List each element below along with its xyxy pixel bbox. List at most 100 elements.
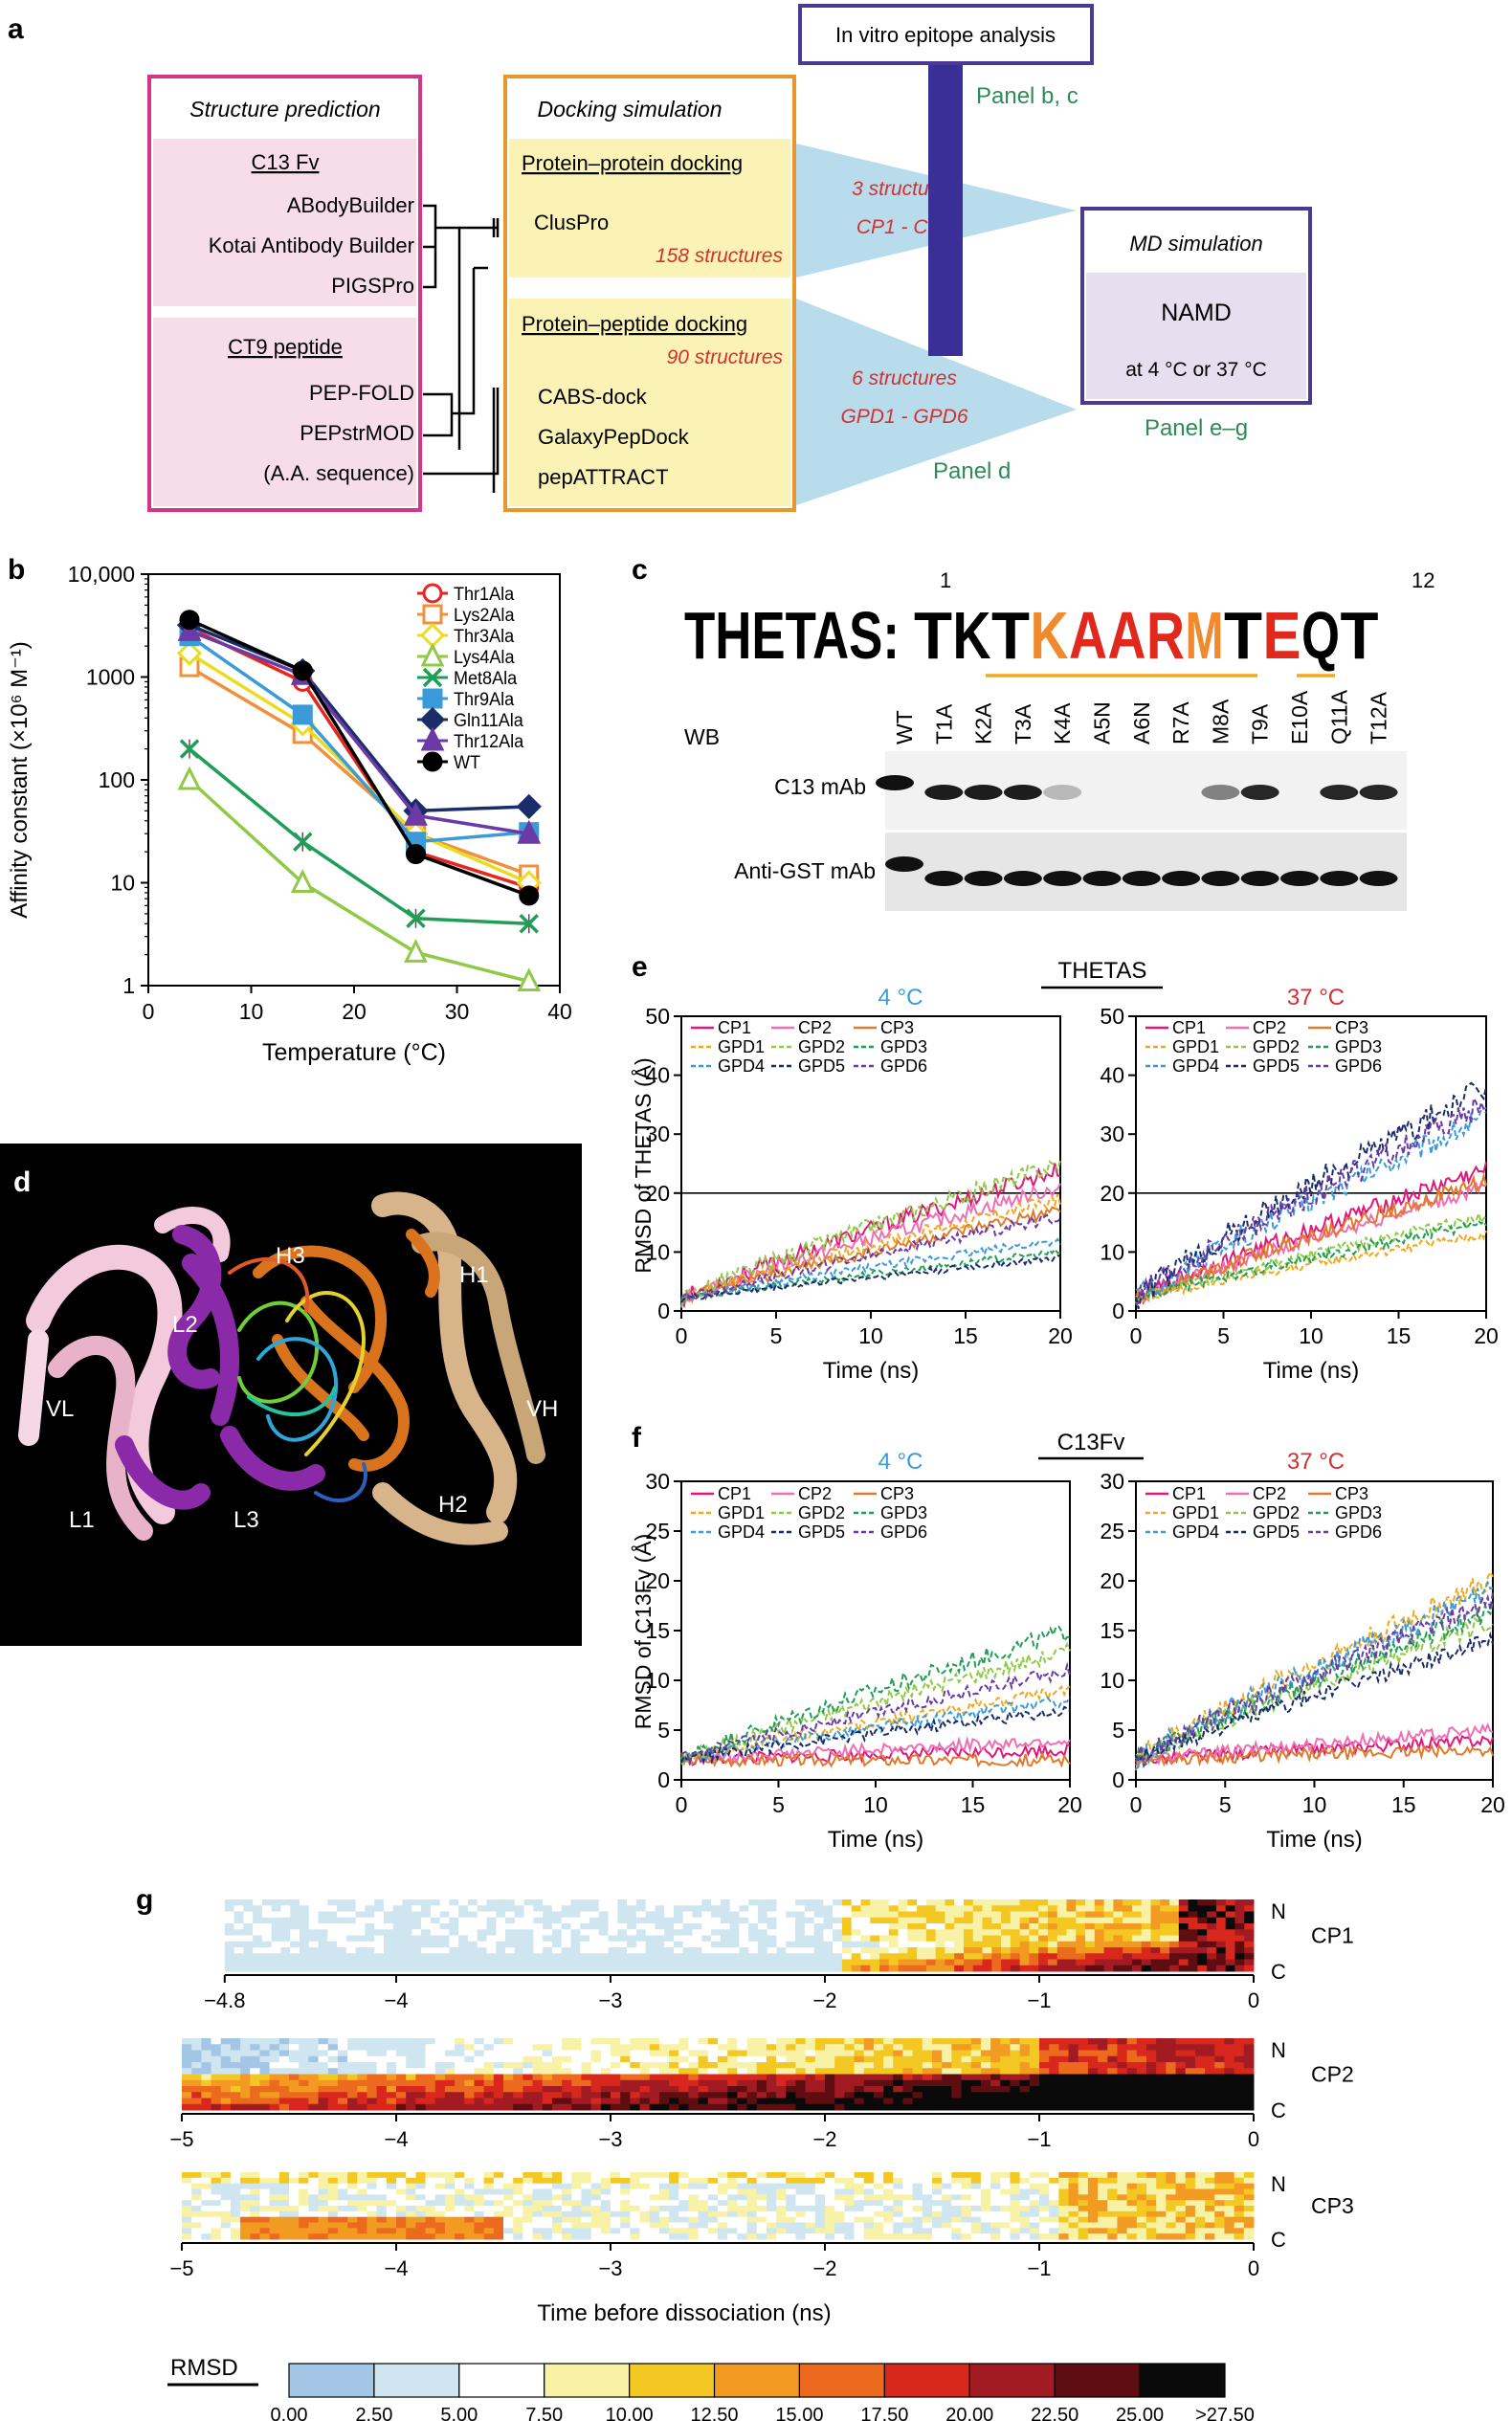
heat-cell xyxy=(917,1911,927,1919)
heat-cell xyxy=(1214,2038,1225,2045)
heat-cell xyxy=(935,1947,945,1954)
heat-cell xyxy=(1029,2068,1040,2075)
heat-cell xyxy=(1185,2074,1196,2081)
heat-cell xyxy=(289,2216,300,2223)
heat-cell xyxy=(805,2183,816,2189)
heat-cell xyxy=(308,2200,320,2207)
heat-cell xyxy=(337,2038,348,2045)
heat-cell xyxy=(698,2074,709,2081)
heat-cell xyxy=(951,2079,963,2087)
heat-cell xyxy=(912,2103,923,2111)
heat-cell xyxy=(870,1923,880,1930)
heat-cell xyxy=(402,1965,412,1972)
heat-cell xyxy=(907,1929,918,1936)
heat-cell xyxy=(990,2222,1001,2229)
heat-cell xyxy=(718,2038,728,2045)
b-point-Met8Ala xyxy=(519,914,539,934)
heat-cell xyxy=(982,1917,992,1924)
heat-cell xyxy=(617,1959,628,1966)
heat-cell xyxy=(1207,1947,1217,1954)
heat-cell xyxy=(425,2074,436,2081)
heat-cell xyxy=(327,2062,339,2069)
heat-cell xyxy=(1117,2044,1128,2051)
heat-cell xyxy=(1103,1965,1114,1972)
heat-cell xyxy=(776,2228,787,2234)
heat-cell xyxy=(439,1905,450,1912)
heat-cell xyxy=(415,2188,427,2195)
heat-cell xyxy=(1166,2098,1177,2105)
heat-cell xyxy=(1178,1965,1190,1972)
heat-cell xyxy=(1107,2079,1118,2087)
heat-cell xyxy=(834,2098,845,2105)
heat-cell xyxy=(444,2200,456,2207)
heat-cell xyxy=(1000,2183,1011,2189)
heat-cell xyxy=(718,2233,728,2240)
heat-cell xyxy=(1094,1959,1105,1966)
heat-cell xyxy=(922,2055,933,2063)
heat-cell xyxy=(191,2228,202,2234)
heat-cell xyxy=(1188,1959,1198,1966)
heat-cell xyxy=(386,2172,397,2179)
heat-cell xyxy=(367,2177,378,2185)
heat-cell xyxy=(392,1935,404,1943)
heat-cell xyxy=(233,1941,244,1948)
legend-label-GPD4: GPD4 xyxy=(1172,1522,1219,1542)
heat-cell xyxy=(182,2074,192,2081)
heat-cell xyxy=(757,1917,768,1924)
heat-cell xyxy=(532,2092,544,2099)
heat-cell xyxy=(645,1917,656,1924)
heat-cell xyxy=(449,1935,459,1943)
heat-cell xyxy=(347,2038,358,2045)
heat-cell xyxy=(1000,2177,1011,2185)
heat-cell xyxy=(562,2074,572,2081)
heat-cell xyxy=(1068,2216,1079,2223)
heat-cell xyxy=(1085,1911,1096,1919)
heat-cell xyxy=(786,2194,796,2201)
heat-cell xyxy=(739,1929,749,1936)
heat-cell xyxy=(464,2183,475,2189)
heat-cell xyxy=(718,2183,728,2189)
heat-cell xyxy=(496,1959,506,1966)
heat-cell xyxy=(1001,1965,1012,1972)
heat-cell xyxy=(707,2098,719,2105)
heat-cell xyxy=(942,2103,952,2111)
heat-cell xyxy=(551,1923,563,1930)
heat-cell xyxy=(688,2098,700,2105)
heat-cell xyxy=(271,1953,281,1960)
heat-cell xyxy=(211,2068,222,2075)
heat-cell xyxy=(1178,1947,1190,1954)
heat-cell xyxy=(766,2086,777,2093)
heat-cell xyxy=(355,1905,366,1912)
heat-cell xyxy=(542,2086,553,2093)
heat-cell xyxy=(581,2079,592,2087)
heat-cell xyxy=(925,1965,937,1972)
heat-cell xyxy=(543,1947,553,1954)
heat-cell xyxy=(813,1965,824,1972)
heat-cell xyxy=(1224,2194,1235,2201)
heat-cell xyxy=(337,2183,348,2189)
heat-cell xyxy=(1117,2098,1128,2105)
heat-cell xyxy=(230,2050,241,2057)
heat-cell xyxy=(1039,2228,1050,2234)
xlabel: Time (ns) xyxy=(823,1358,919,1384)
heat-cell xyxy=(669,2222,679,2229)
heat-cell xyxy=(617,1929,628,1936)
heat-cell xyxy=(776,2183,787,2189)
heat-cell xyxy=(386,2228,397,2234)
heat-cell xyxy=(649,2233,660,2240)
heat-cell xyxy=(718,2188,728,2195)
heat-cell xyxy=(367,2228,378,2234)
heat-cell xyxy=(278,2079,290,2087)
heat-cell xyxy=(1146,2103,1157,2111)
heat-cell xyxy=(327,2228,339,2234)
legend-label-GPD1: GPD1 xyxy=(1172,1037,1219,1056)
heat-cell xyxy=(980,2177,991,2185)
heat-cell xyxy=(898,1947,908,1954)
heat-cell xyxy=(1126,2222,1138,2229)
heat-cell xyxy=(1131,1953,1143,1960)
heat-cell xyxy=(942,2233,952,2240)
legend-label-GPD2: GPD2 xyxy=(1253,1503,1300,1522)
heat-cell xyxy=(1085,1953,1096,1960)
heat-cell xyxy=(1136,2038,1147,2045)
heat-cell xyxy=(678,2079,689,2087)
